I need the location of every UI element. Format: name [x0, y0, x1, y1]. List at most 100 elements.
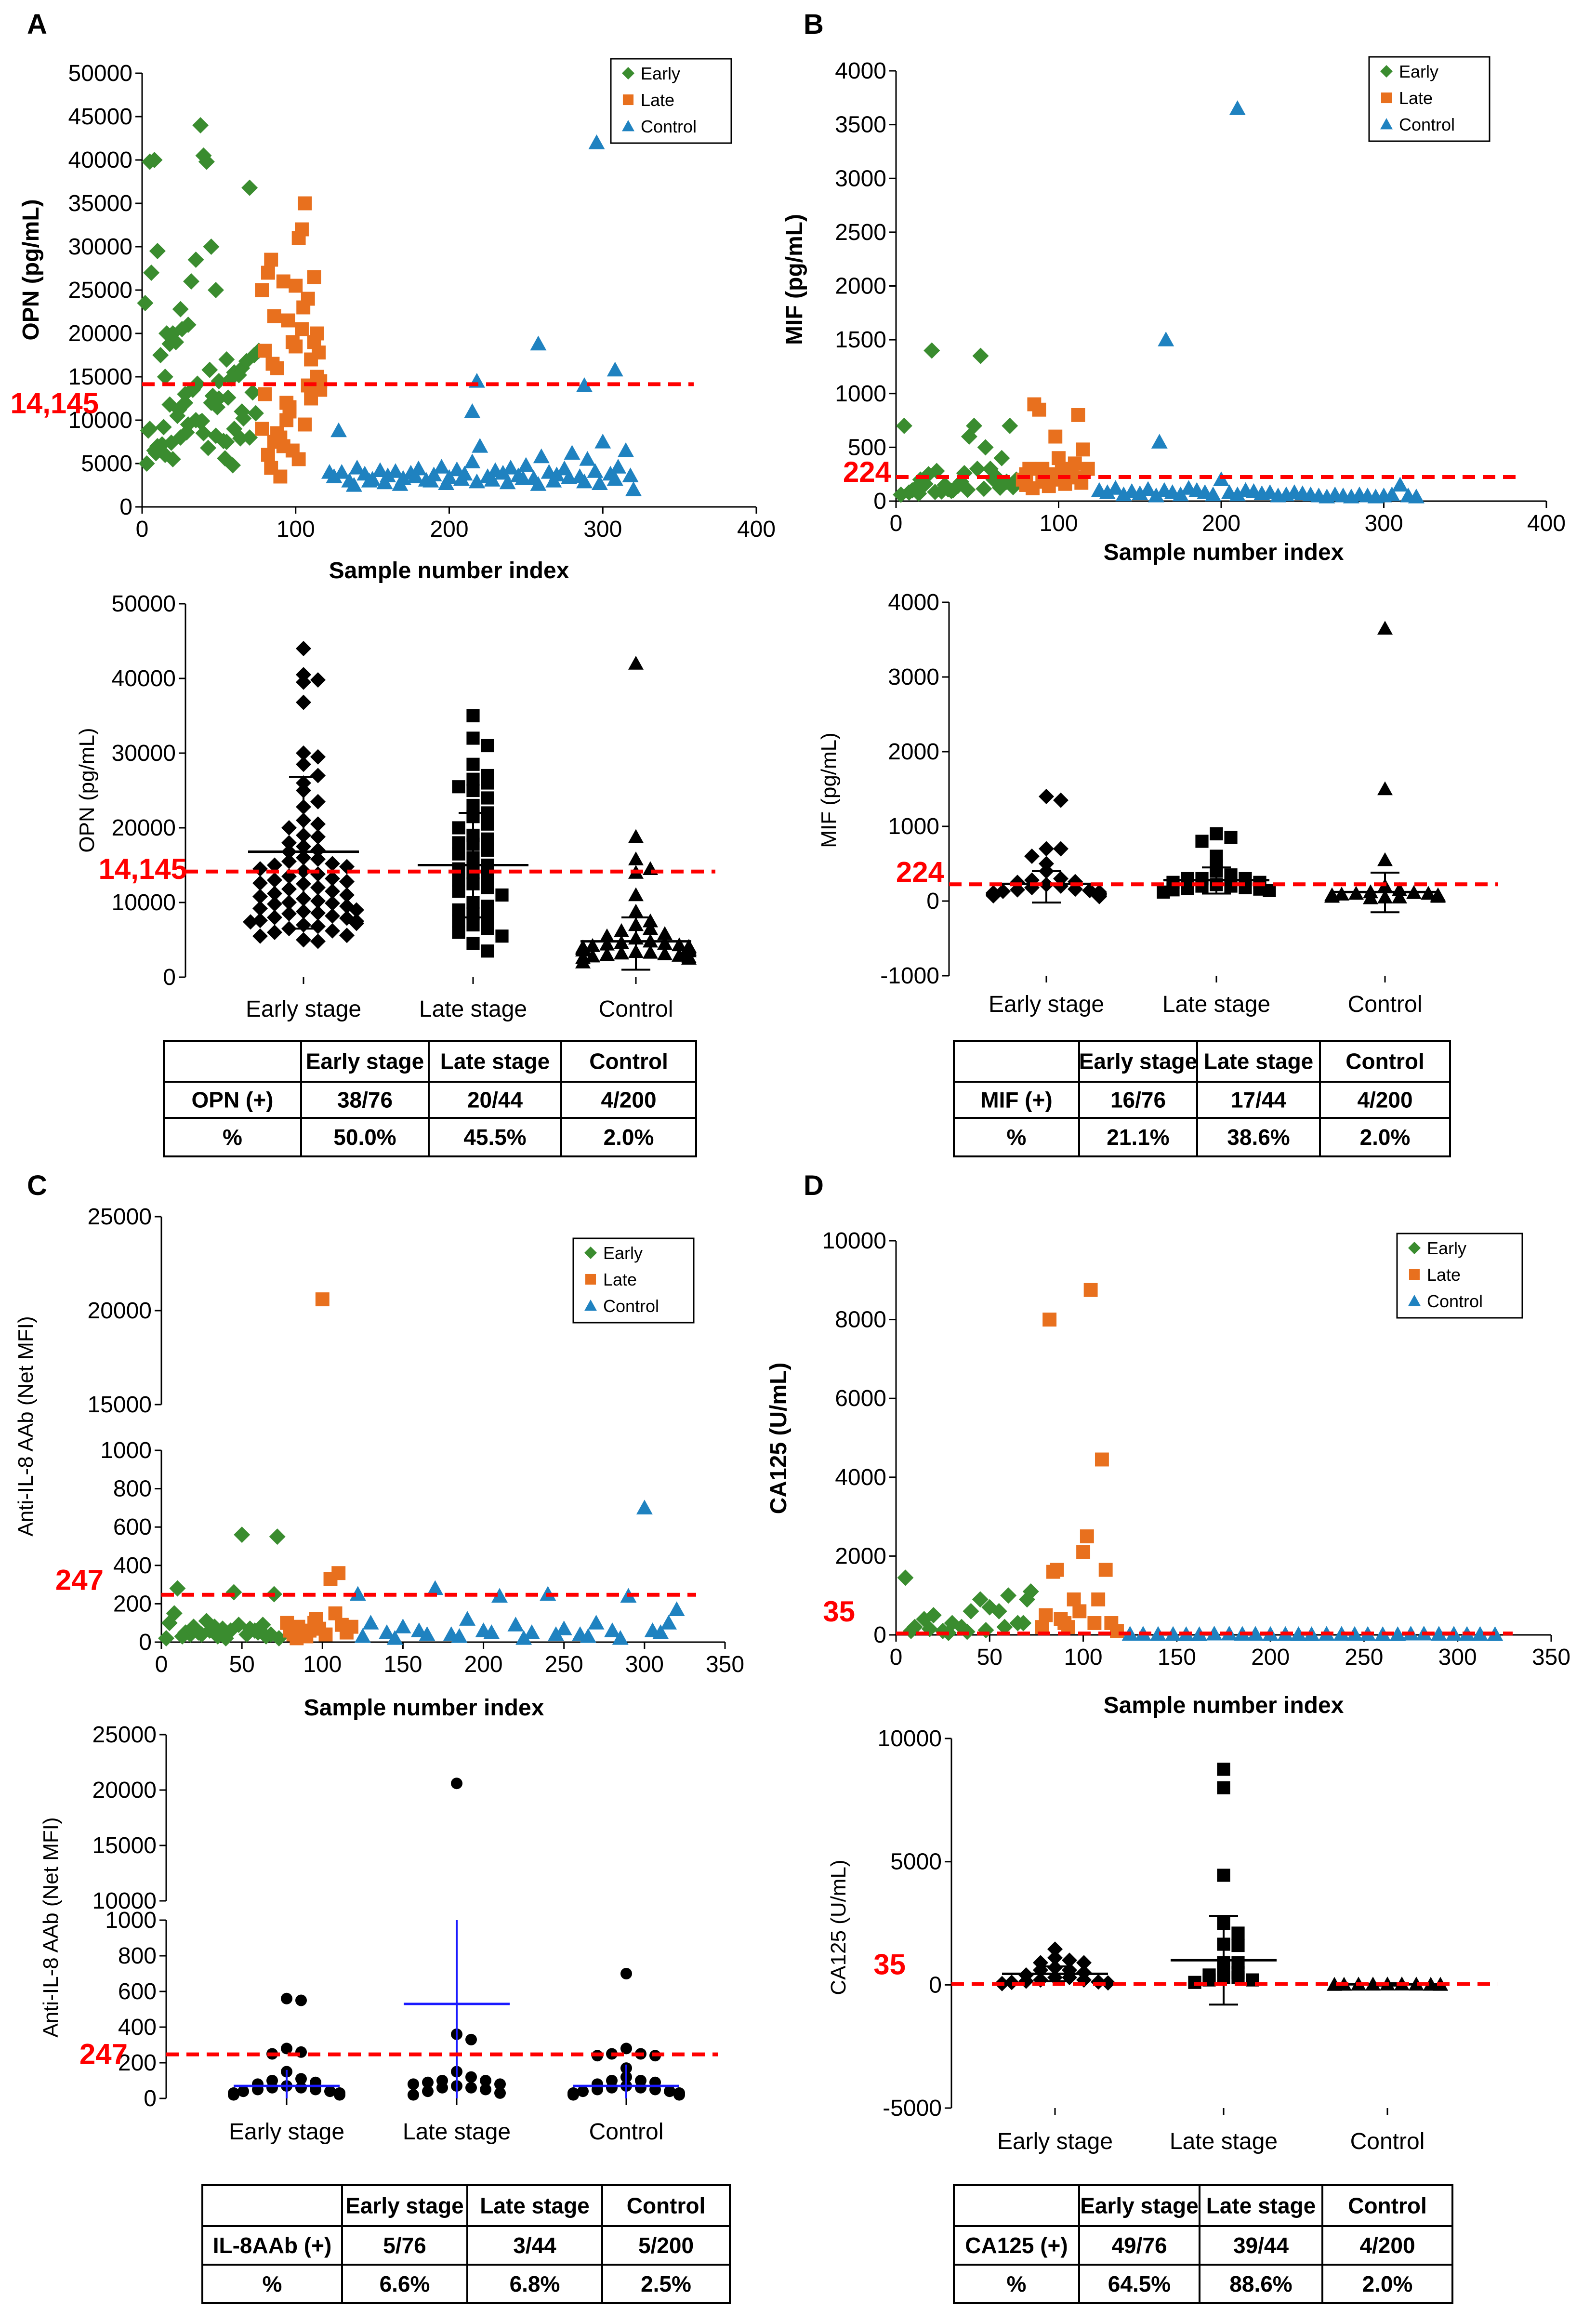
dot-late [466, 798, 480, 812]
panel-label-c: C [27, 1170, 47, 1201]
dot-early [281, 895, 297, 910]
y-tick-label: 0 [139, 1630, 152, 1655]
chart-B-scatter: 0 500 1000 1500 2000 2500 3000 3500 4000 0 100 200 3… [782, 56, 1566, 565]
category-label: Control [1350, 2129, 1425, 2154]
point-control [410, 460, 427, 476]
x-tick-label: 100 [277, 517, 315, 542]
point-control [1229, 100, 1246, 115]
table-cell: 4/200 [1359, 2233, 1415, 2258]
y-axis-title: OPN (pg/mL) [18, 199, 44, 340]
point-control [579, 451, 596, 466]
point-late [267, 309, 281, 323]
point-control [1150, 1626, 1166, 1641]
dot-early [267, 896, 282, 912]
point-early [218, 351, 235, 368]
category-label: Early stage [229, 2119, 344, 2145]
x-tick-label: 0 [890, 1645, 903, 1670]
dot-early [349, 902, 364, 918]
dot-late [1210, 827, 1223, 841]
point-control [644, 1622, 661, 1637]
point-late [307, 270, 321, 284]
dot-control [575, 942, 591, 956]
point-late [315, 1292, 330, 1307]
category-label: Control [1348, 992, 1423, 1017]
dot-late [481, 832, 494, 846]
point-late [265, 357, 280, 371]
table-header-cell: Late stage [1206, 2193, 1316, 2218]
legend-marker-late [585, 1274, 596, 1285]
point-control [453, 471, 470, 486]
point-early [977, 1622, 994, 1639]
category-label: Early stage [997, 2129, 1113, 2154]
point-late [309, 1612, 323, 1626]
point-early [149, 243, 166, 259]
point-early [137, 295, 154, 311]
y-axis-title: MIF (pg/mL) [817, 732, 841, 848]
dot-late [1217, 1869, 1230, 1882]
y-tick-label: 10000 [68, 408, 132, 433]
point-early [208, 282, 224, 298]
point-early [1000, 1587, 1017, 1604]
dot-control [577, 2085, 589, 2097]
point-control [1165, 1626, 1182, 1641]
table-cell: 64.5% [1108, 2271, 1171, 2296]
dot-late [481, 922, 494, 935]
y-tick-label: 400 [113, 1553, 152, 1579]
y-tick-label: 0 [119, 494, 132, 520]
point-early [143, 265, 160, 281]
point-control [321, 464, 338, 479]
dot-early [228, 2089, 239, 2101]
point-late [289, 279, 303, 293]
point-control [618, 442, 634, 457]
category-label: Early stage [989, 992, 1104, 1017]
dot-early [252, 913, 268, 929]
legend-label-late: Late [603, 1270, 637, 1289]
y-tick-label: 1000 [100, 1438, 152, 1463]
point-late [296, 300, 311, 315]
point-early [234, 1526, 251, 1543]
dot-late [1224, 831, 1238, 844]
point-early [158, 325, 175, 342]
point-early [187, 252, 204, 268]
point-control [612, 1630, 629, 1645]
panel-label-a: A [27, 9, 47, 40]
x-tick-label: 350 [706, 1652, 744, 1677]
point-control [1472, 1626, 1489, 1641]
point-late [289, 339, 303, 354]
dot-control [620, 1968, 632, 1979]
y-tick-label: 25000 [68, 278, 132, 303]
point-early [194, 412, 211, 429]
table-cell: % [263, 2271, 282, 2296]
dot-late [481, 776, 494, 790]
dot-early [310, 893, 326, 909]
dot-control [1377, 852, 1393, 866]
point-control [361, 473, 378, 488]
y-tick-label: 10000 [878, 1726, 942, 1751]
dot-early [252, 875, 268, 891]
y-tick-label: -1000 [880, 963, 939, 989]
point-late [1058, 477, 1072, 491]
dot-control [1363, 890, 1378, 904]
legend-label-early: Early [641, 64, 680, 83]
y-tick-label: 20000 [68, 321, 132, 346]
point-early [173, 321, 190, 337]
y-tick-label: 50000 [68, 61, 132, 86]
point-early [178, 424, 195, 441]
dot-late [465, 2071, 477, 2083]
point-early [225, 1584, 242, 1601]
dot-late [452, 780, 465, 794]
x-tick-label: 200 [430, 517, 468, 542]
point-late [258, 344, 272, 358]
dot-early [324, 2085, 336, 2097]
point-late [1039, 1608, 1053, 1622]
y-tick-label: 800 [113, 1476, 152, 1502]
x-tick-label: 100 [1064, 1645, 1103, 1670]
panel-label-d: D [804, 1170, 824, 1201]
dot-early [266, 2082, 278, 2094]
dot-control [628, 656, 644, 670]
point-control [395, 1619, 411, 1633]
point-late [282, 400, 297, 414]
y-tick-label: 40000 [112, 666, 176, 691]
y-tick-label: 3500 [835, 112, 886, 138]
y-tick-label: 6000 [835, 1386, 886, 1411]
